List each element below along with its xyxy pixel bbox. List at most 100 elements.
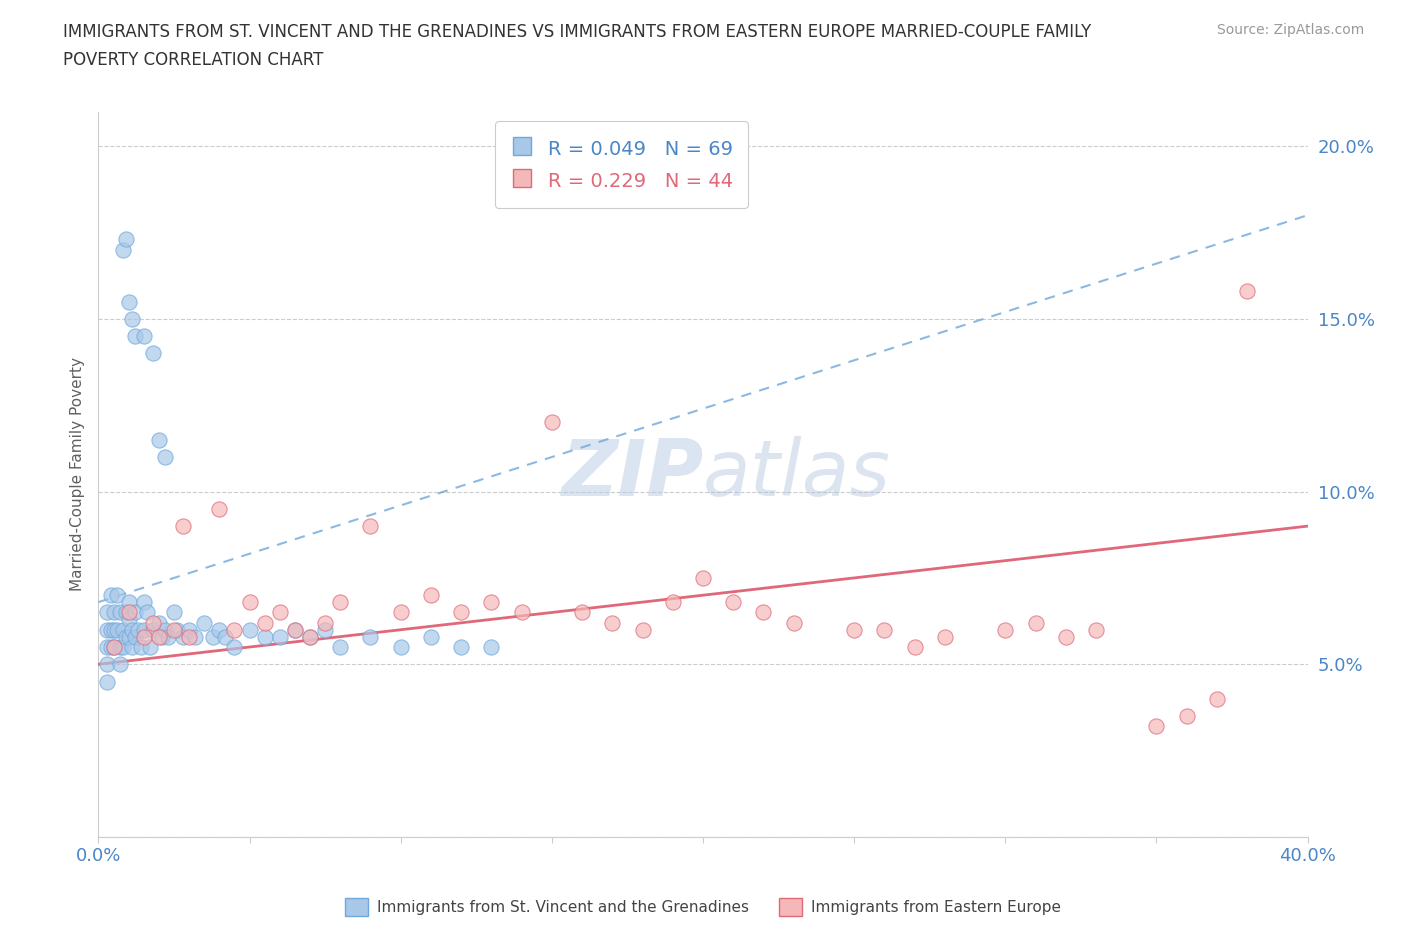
Point bbox=[118, 294, 141, 309]
Point bbox=[904, 640, 927, 655]
Point bbox=[314, 622, 336, 637]
Point bbox=[96, 657, 118, 671]
Text: atlas: atlas bbox=[703, 436, 891, 512]
Point bbox=[153, 622, 176, 637]
Point bbox=[481, 594, 503, 609]
Point bbox=[450, 640, 472, 655]
Point bbox=[118, 605, 141, 620]
Point bbox=[389, 640, 412, 655]
Point bbox=[132, 630, 155, 644]
Point bbox=[172, 519, 194, 534]
Point bbox=[100, 640, 122, 655]
Point bbox=[121, 312, 143, 326]
Point bbox=[602, 616, 624, 631]
Point bbox=[269, 605, 291, 620]
Point bbox=[1054, 630, 1077, 644]
Point bbox=[329, 640, 352, 655]
Point bbox=[111, 622, 134, 637]
Point bbox=[124, 605, 146, 620]
Point bbox=[224, 622, 246, 637]
Point bbox=[118, 630, 141, 644]
Point bbox=[118, 612, 141, 627]
Point bbox=[166, 622, 188, 637]
Point bbox=[299, 630, 322, 644]
Point bbox=[723, 594, 745, 609]
Point bbox=[96, 674, 118, 689]
Point bbox=[129, 640, 152, 655]
Point bbox=[100, 588, 122, 603]
Point bbox=[96, 605, 118, 620]
Point bbox=[148, 432, 170, 447]
Point bbox=[148, 616, 170, 631]
Point bbox=[284, 622, 307, 637]
Point bbox=[844, 622, 866, 637]
Point bbox=[299, 630, 322, 644]
Point bbox=[1175, 709, 1198, 724]
Point bbox=[360, 630, 382, 644]
Point bbox=[124, 328, 146, 343]
Point bbox=[389, 605, 412, 620]
Point bbox=[156, 630, 179, 644]
Legend: Immigrants from St. Vincent and the Grenadines, Immigrants from Eastern Europe: Immigrants from St. Vincent and the Gren… bbox=[339, 892, 1067, 922]
Point bbox=[224, 640, 246, 655]
Point bbox=[873, 622, 896, 637]
Point bbox=[105, 588, 128, 603]
Point bbox=[934, 630, 956, 644]
Point bbox=[172, 630, 194, 644]
Point bbox=[103, 640, 125, 655]
Point bbox=[103, 605, 125, 620]
Point bbox=[179, 622, 201, 637]
Point bbox=[127, 622, 149, 637]
Point bbox=[142, 346, 165, 361]
Point bbox=[100, 622, 122, 637]
Point bbox=[108, 605, 131, 620]
Point bbox=[153, 449, 176, 464]
Point bbox=[571, 605, 593, 620]
Point bbox=[124, 630, 146, 644]
Point bbox=[103, 640, 125, 655]
Point bbox=[481, 640, 503, 655]
Point bbox=[420, 588, 443, 603]
Y-axis label: Married-Couple Family Poverty: Married-Couple Family Poverty bbox=[69, 357, 84, 591]
Point bbox=[239, 622, 262, 637]
Point bbox=[163, 605, 186, 620]
Point bbox=[1144, 719, 1167, 734]
Point bbox=[132, 328, 155, 343]
Point bbox=[163, 622, 186, 637]
Point bbox=[208, 501, 231, 516]
Point bbox=[114, 232, 136, 246]
Point bbox=[150, 630, 173, 644]
Point bbox=[108, 640, 131, 655]
Point bbox=[105, 622, 128, 637]
Point bbox=[184, 630, 207, 644]
Point bbox=[253, 630, 276, 644]
Point bbox=[103, 622, 125, 637]
Point bbox=[284, 622, 307, 637]
Point bbox=[96, 640, 118, 655]
Text: POVERTY CORRELATION CHART: POVERTY CORRELATION CHART bbox=[63, 51, 323, 69]
Text: ZIP: ZIP bbox=[561, 436, 703, 512]
Point bbox=[752, 605, 775, 620]
Point bbox=[329, 594, 352, 609]
Point bbox=[121, 622, 143, 637]
Point bbox=[1024, 616, 1046, 631]
Point bbox=[111, 243, 134, 258]
Point bbox=[142, 616, 165, 631]
Point bbox=[208, 622, 231, 637]
Point bbox=[121, 640, 143, 655]
Point bbox=[96, 622, 118, 637]
Point bbox=[269, 630, 291, 644]
Point bbox=[450, 605, 472, 620]
Point bbox=[111, 640, 134, 655]
Point bbox=[114, 605, 136, 620]
Point bbox=[1206, 691, 1229, 706]
Point bbox=[179, 630, 201, 644]
Point bbox=[139, 640, 162, 655]
Point bbox=[132, 622, 155, 637]
Point bbox=[108, 657, 131, 671]
Point bbox=[214, 630, 236, 644]
Point bbox=[510, 605, 533, 620]
Text: IMMIGRANTS FROM ST. VINCENT AND THE GRENADINES VS IMMIGRANTS FROM EASTERN EUROPE: IMMIGRANTS FROM ST. VINCENT AND THE GREN… bbox=[63, 23, 1091, 41]
Point bbox=[202, 630, 225, 644]
Point bbox=[132, 594, 155, 609]
